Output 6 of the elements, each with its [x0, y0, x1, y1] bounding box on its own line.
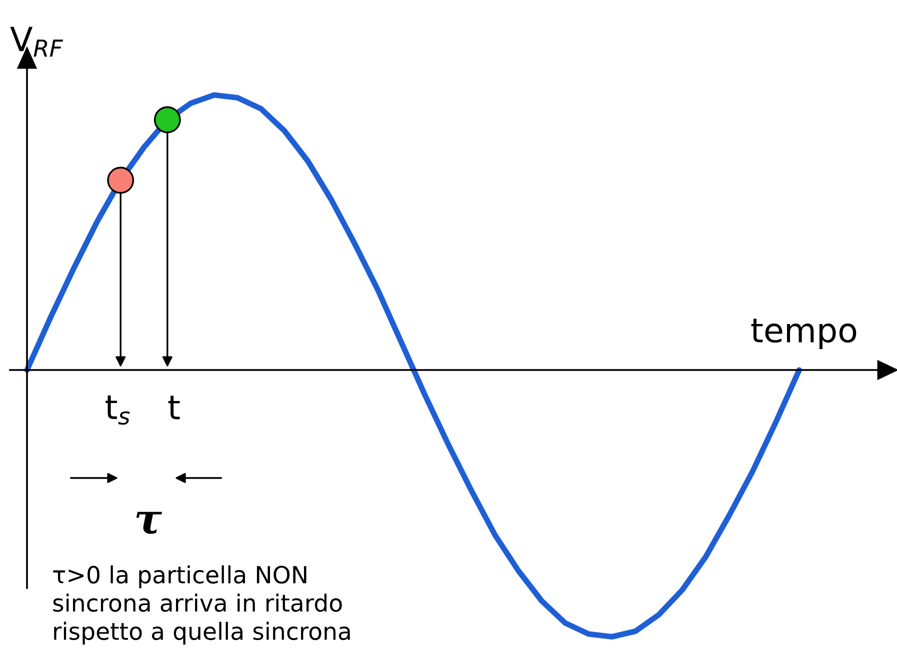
annotation: τ>0 la particella NON sincrona arriva in ritardo rispetto a quella sincrona [53, 565, 350, 645]
annotation: t$_{s}$ [106, 396, 130, 425]
annotation: τ [136, 512, 162, 534]
y-axis-title: V$_{RF}$ [10, 26, 64, 57]
annotation: t [168, 396, 180, 420]
x-axis-title: tempo [751, 318, 856, 350]
